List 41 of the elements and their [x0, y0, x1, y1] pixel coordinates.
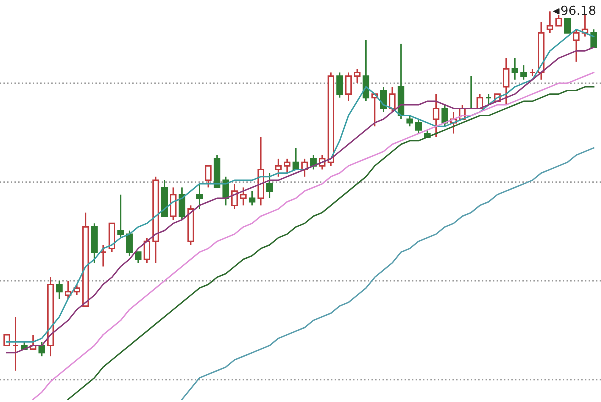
candlestick: [345, 72, 352, 102]
candlestick: [284, 158, 291, 174]
candlestick: [442, 104, 448, 128]
candlestick: [74, 284, 80, 296]
candlestick: [222, 176, 230, 206]
candlestick: [336, 72, 344, 99]
candlestick: [231, 183, 238, 210]
candlestick: [486, 94, 492, 106]
candlestick: [178, 186, 186, 221]
candlestick: [432, 94, 440, 138]
candlestick: [144, 237, 151, 264]
candlestick: [406, 115, 414, 128]
candlestick: [240, 186, 247, 206]
candlestick: [56, 280, 63, 300]
candlestick: [266, 172, 274, 200]
candlestick: [512, 58, 518, 81]
candlestick: [354, 68, 361, 84]
candlestick: [529, 68, 536, 78]
candlestick: [564, 18, 572, 34]
candlestick: [380, 86, 388, 113]
candlestick: [170, 186, 177, 221]
candlestick: [118, 194, 124, 239]
candlestick: [362, 40, 370, 102]
candlestick: [248, 190, 256, 206]
candlestick: [389, 86, 396, 113]
candlestick: [415, 118, 422, 134]
candlestick: [38, 341, 46, 358]
candlestick: [520, 64, 528, 81]
candlestick: [503, 58, 510, 106]
candlestick: [275, 158, 282, 178]
annotation: 96.18: [561, 6, 596, 16]
candlestick: [65, 280, 72, 300]
candlestick: [476, 94, 484, 110]
candlestick: [196, 183, 204, 210]
candlestick: [135, 252, 142, 264]
candlestick: [12, 316, 20, 372]
candlestick: [126, 230, 133, 257]
candlestick: [556, 14, 562, 27]
candlestick: [573, 28, 580, 63]
candlestick: [205, 165, 212, 188]
candlestick: [100, 244, 107, 268]
